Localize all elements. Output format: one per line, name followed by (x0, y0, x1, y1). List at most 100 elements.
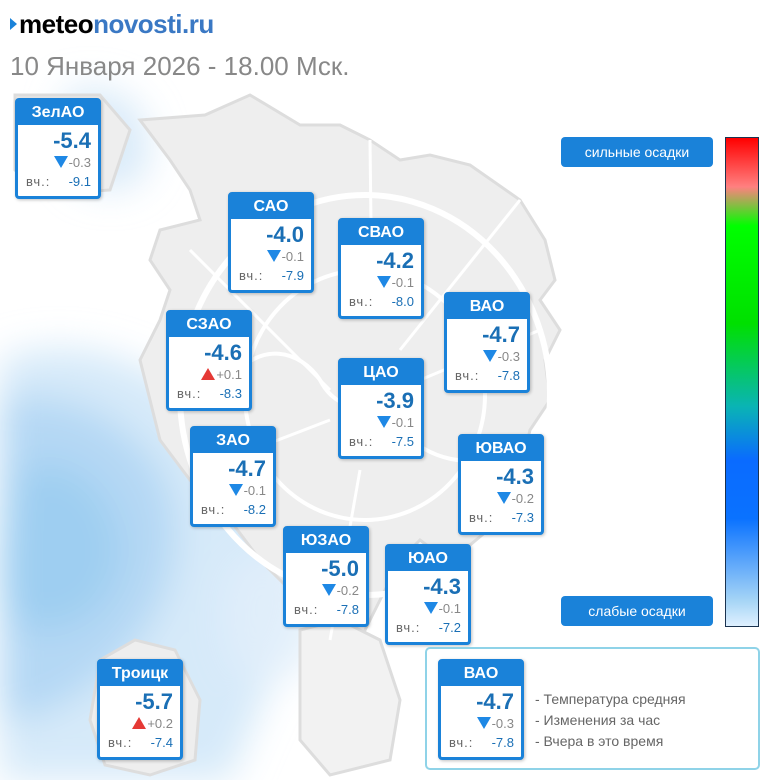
trend-icon (423, 602, 438, 614)
district-card-troitsk: Троицк -5.7 +0.2 вч.: -7.4 (97, 659, 183, 760)
yesterday-value: -8.3 (219, 386, 242, 401)
trend-icon (496, 492, 511, 504)
yesterday-value: -7.2 (438, 620, 461, 635)
yesterday-label: вч.: (294, 602, 319, 617)
district-name: САО (231, 195, 311, 219)
district-temperature: -4.7 (228, 456, 266, 481)
legend-sample-card: ВАО -4.7 -0.3 вч.: -7.8 (438, 659, 524, 760)
trend-icon (228, 484, 243, 496)
district-yesterday: вч.: -8.3 (177, 386, 242, 402)
precip-color-scale (725, 137, 759, 627)
yesterday-label: вч.: (108, 735, 133, 750)
change-value: -0.2 (336, 583, 359, 598)
district-temperature: -4.0 (266, 222, 304, 247)
district-hourly-change: -0.3 (476, 716, 514, 732)
yesterday-label: вч.: (201, 502, 226, 517)
yesterday-label: вч.: (26, 174, 51, 189)
district-name: ЗелАО (18, 101, 98, 125)
district-card-svao: СВАО -4.2 -0.1 вч.: -8.0 (338, 218, 424, 319)
district-name: ЮВАО (461, 437, 541, 461)
district-name: ЮАО (388, 547, 468, 571)
change-value: -0.2 (511, 491, 534, 506)
yesterday-value: -7.5 (391, 434, 414, 449)
district-temperature: -4.3 (423, 574, 461, 599)
change-value: +0.1 (216, 367, 242, 382)
district-hourly-change: -0.1 (376, 275, 414, 291)
district-hourly-change: -0.3 (53, 155, 91, 171)
trend-icon (476, 717, 491, 729)
yesterday-value: -7.8 (491, 735, 514, 750)
yesterday-value: -9.1 (68, 174, 91, 189)
trend-icon (376, 416, 391, 428)
trend-icon (376, 276, 391, 288)
district-card-cao: ЦАО -3.9 -0.1 вч.: -7.5 (338, 358, 424, 459)
yesterday-value: -7.8 (336, 602, 359, 617)
district-temperature: -4.7 (476, 689, 514, 714)
district-hourly-change: -0.2 (496, 491, 534, 507)
district-temperature: -5.0 (321, 556, 359, 581)
change-value: -0.3 (497, 349, 520, 364)
district-name: СЗАО (169, 313, 249, 337)
district-hourly-change: +0.1 (201, 367, 242, 383)
district-card-yuvao: ЮВАО -4.3 -0.2 вч.: -7.3 (458, 434, 544, 535)
district-temperature: -4.2 (376, 248, 414, 273)
district-name: СВАО (341, 221, 421, 245)
change-value: -0.1 (391, 415, 414, 430)
district-name: ЦАО (341, 361, 421, 385)
district-name: ЗАО (193, 429, 273, 453)
change-value: -0.3 (491, 716, 514, 731)
brand-part-meteo: meteo (19, 9, 94, 39)
district-yesterday: вч.: -8.2 (201, 502, 266, 518)
district-yesterday: вч.: -8.0 (349, 294, 414, 310)
change-value: -0.3 (68, 155, 91, 170)
yesterday-value: -7.3 (511, 510, 534, 525)
district-name: Троицк (100, 662, 180, 686)
district-name: ЮЗАО (286, 529, 366, 553)
district-temperature: -4.3 (496, 464, 534, 489)
district-yesterday: вч.: -7.8 (294, 602, 359, 618)
district-card-yuzao: ЮЗАО -5.0 -0.2 вч.: -7.8 (283, 526, 369, 627)
trend-icon (482, 350, 497, 362)
district-hourly-change: -0.1 (376, 415, 414, 431)
district-hourly-change: -0.1 (266, 249, 304, 265)
yesterday-value: -8.2 (243, 502, 266, 517)
district-hourly-change: -0.1 (423, 601, 461, 617)
precip-weak-label: слабые осадки (561, 596, 713, 626)
district-card-zelao: ЗелАО -5.4 -0.3 вч.: -9.1 (15, 98, 101, 199)
brand-logo: meteonovosti.ru (10, 8, 214, 40)
change-value: -0.1 (391, 275, 414, 290)
district-card-szao: СЗАО -4.6 +0.1 вч.: -8.3 (166, 310, 252, 411)
trend-icon (132, 717, 147, 729)
district-yesterday: вч.: -7.3 (469, 510, 534, 526)
district-temperature: -4.7 (482, 322, 520, 347)
legend-line-temperature: - Температура средняя (535, 691, 686, 707)
legend-line-hourly-change: - Изменения за час (535, 712, 661, 728)
district-yesterday: вч.: -7.5 (349, 434, 414, 450)
trend-icon (201, 368, 216, 380)
trend-icon (266, 250, 281, 262)
trend-icon (321, 584, 336, 596)
yesterday-label: вч.: (396, 620, 421, 635)
district-temperature: -5.7 (135, 689, 173, 714)
change-value: +0.2 (147, 716, 173, 731)
yesterday-value: -7.4 (150, 735, 173, 750)
district-yesterday: вч.: -7.2 (396, 620, 461, 636)
yesterday-value: -7.8 (497, 368, 520, 383)
yesterday-label: вч.: (349, 434, 374, 449)
district-hourly-change: -0.1 (228, 483, 266, 499)
district-temperature: -4.6 (204, 340, 242, 365)
yesterday-label: вч.: (177, 386, 202, 401)
precip-strong-label: сильные осадки (561, 137, 713, 167)
district-card-vao: ВАО -4.7 -0.3 вч.: -7.8 (444, 292, 530, 393)
page-subtitle: 10 Января 2026 - 18.00 Мск. (10, 51, 350, 81)
legend-line-yesterday: - Вчера в это время (535, 733, 664, 749)
change-value: -0.1 (281, 249, 304, 264)
yesterday-label: вч.: (239, 268, 264, 283)
district-card-yuao: ЮАО -4.3 -0.1 вч.: -7.2 (385, 544, 471, 645)
district-name: ВАО (447, 295, 527, 319)
yesterday-label: вч.: (469, 510, 494, 525)
district-card-sao: САО -4.0 -0.1 вч.: -7.9 (228, 192, 314, 293)
district-hourly-change: -0.2 (321, 583, 359, 599)
district-name: ВАО (441, 662, 521, 686)
district-temperature: -3.9 (376, 388, 414, 413)
